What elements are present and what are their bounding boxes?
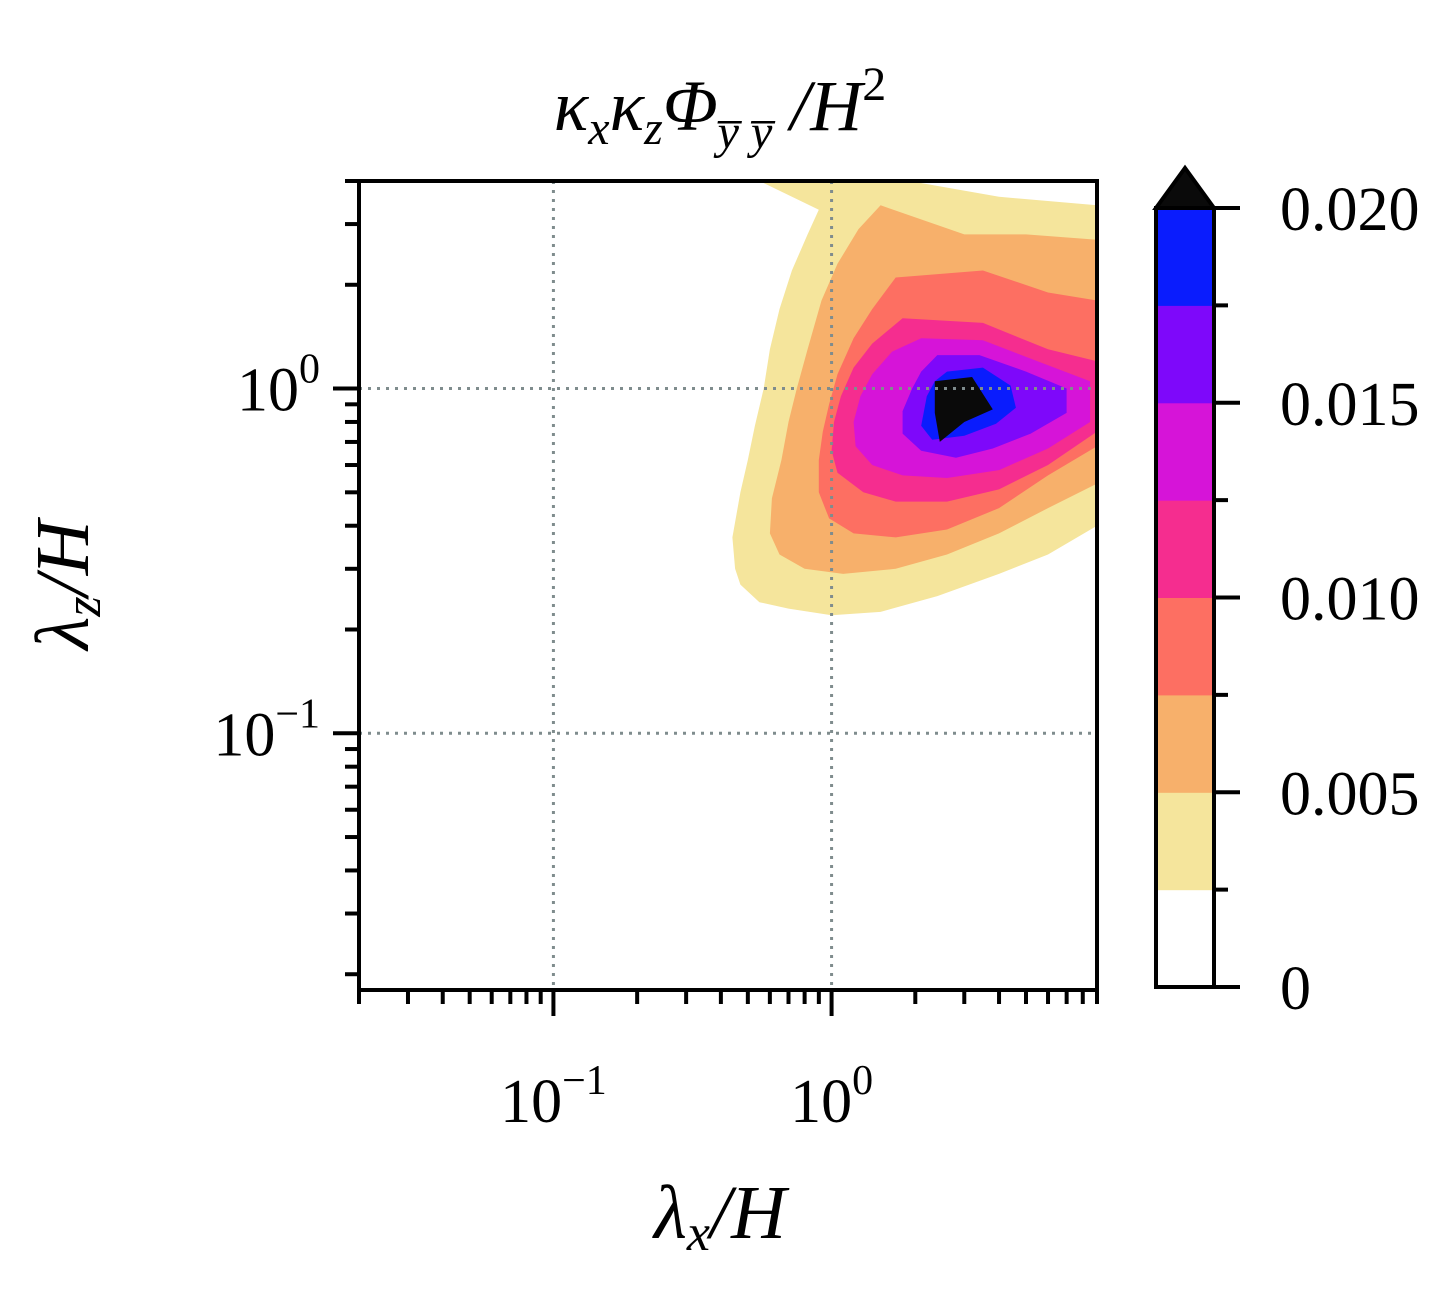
colorbar-tick-label: 0.010 [1280,566,1420,634]
y-axis-label: λz/H [21,516,112,651]
plot-frame [357,179,1099,992]
y-label-lambda: λ [21,617,105,652]
y-label-sub: z [55,596,112,617]
colorbar-band [1156,402,1214,501]
x-ticks: 10−1 100 [357,990,1099,1136]
x-axis-label: λx/H [652,1171,790,1262]
colorbar-band [1156,792,1214,891]
y-tick-label: 10−1 [213,691,320,769]
colorbar-band [1156,500,1214,598]
contour-layer [732,181,1097,616]
x-tick-label: 100 [790,1058,873,1136]
title-over-h: /H [772,66,866,146]
x-label-lambda: λ [652,1171,687,1255]
contour-region [934,377,993,442]
title-sub-yy: y̅ y̅ [713,106,776,159]
colorbar-tick-label: 0.005 [1280,760,1420,828]
colorbar-extend-arrow [1152,164,1218,210]
y-tick-label: 100 [237,347,320,425]
colorbar-tick-label: 0.020 [1280,176,1420,244]
grid-layer [359,181,1097,990]
plot-area: 10−1 100 10−1 100 [213,179,1099,1136]
colorbar-band [1156,305,1214,404]
title-kappa-x: κ [554,66,590,146]
title-kappa-z: κ [610,66,646,146]
x-label-sub: x [686,1205,710,1262]
x-label-tail: /H [706,1171,790,1255]
colorbar-tick-label: 0.015 [1280,371,1420,439]
colorbar-band [1156,208,1214,306]
title-sub-x: x [587,102,609,155]
title-phi: Φ [663,66,718,146]
colorbar-band [1156,694,1214,793]
colorbar-band [1156,597,1214,696]
colorbar-tick-label: 0 [1280,955,1311,1023]
chart-title: κxκzΦy̅ y̅ /H2 [554,58,887,159]
title-sub-z: z [643,102,663,155]
title-sup-2: 2 [862,58,886,111]
y-ticks: 10−1 100 [213,179,359,977]
colorbar-band [1156,889,1214,988]
colorbar: 0 0.005 0.010 0.015 0.020 [1152,164,1420,1023]
y-label-tail: /H [21,516,105,600]
x-tick-label: 10−1 [500,1058,607,1136]
